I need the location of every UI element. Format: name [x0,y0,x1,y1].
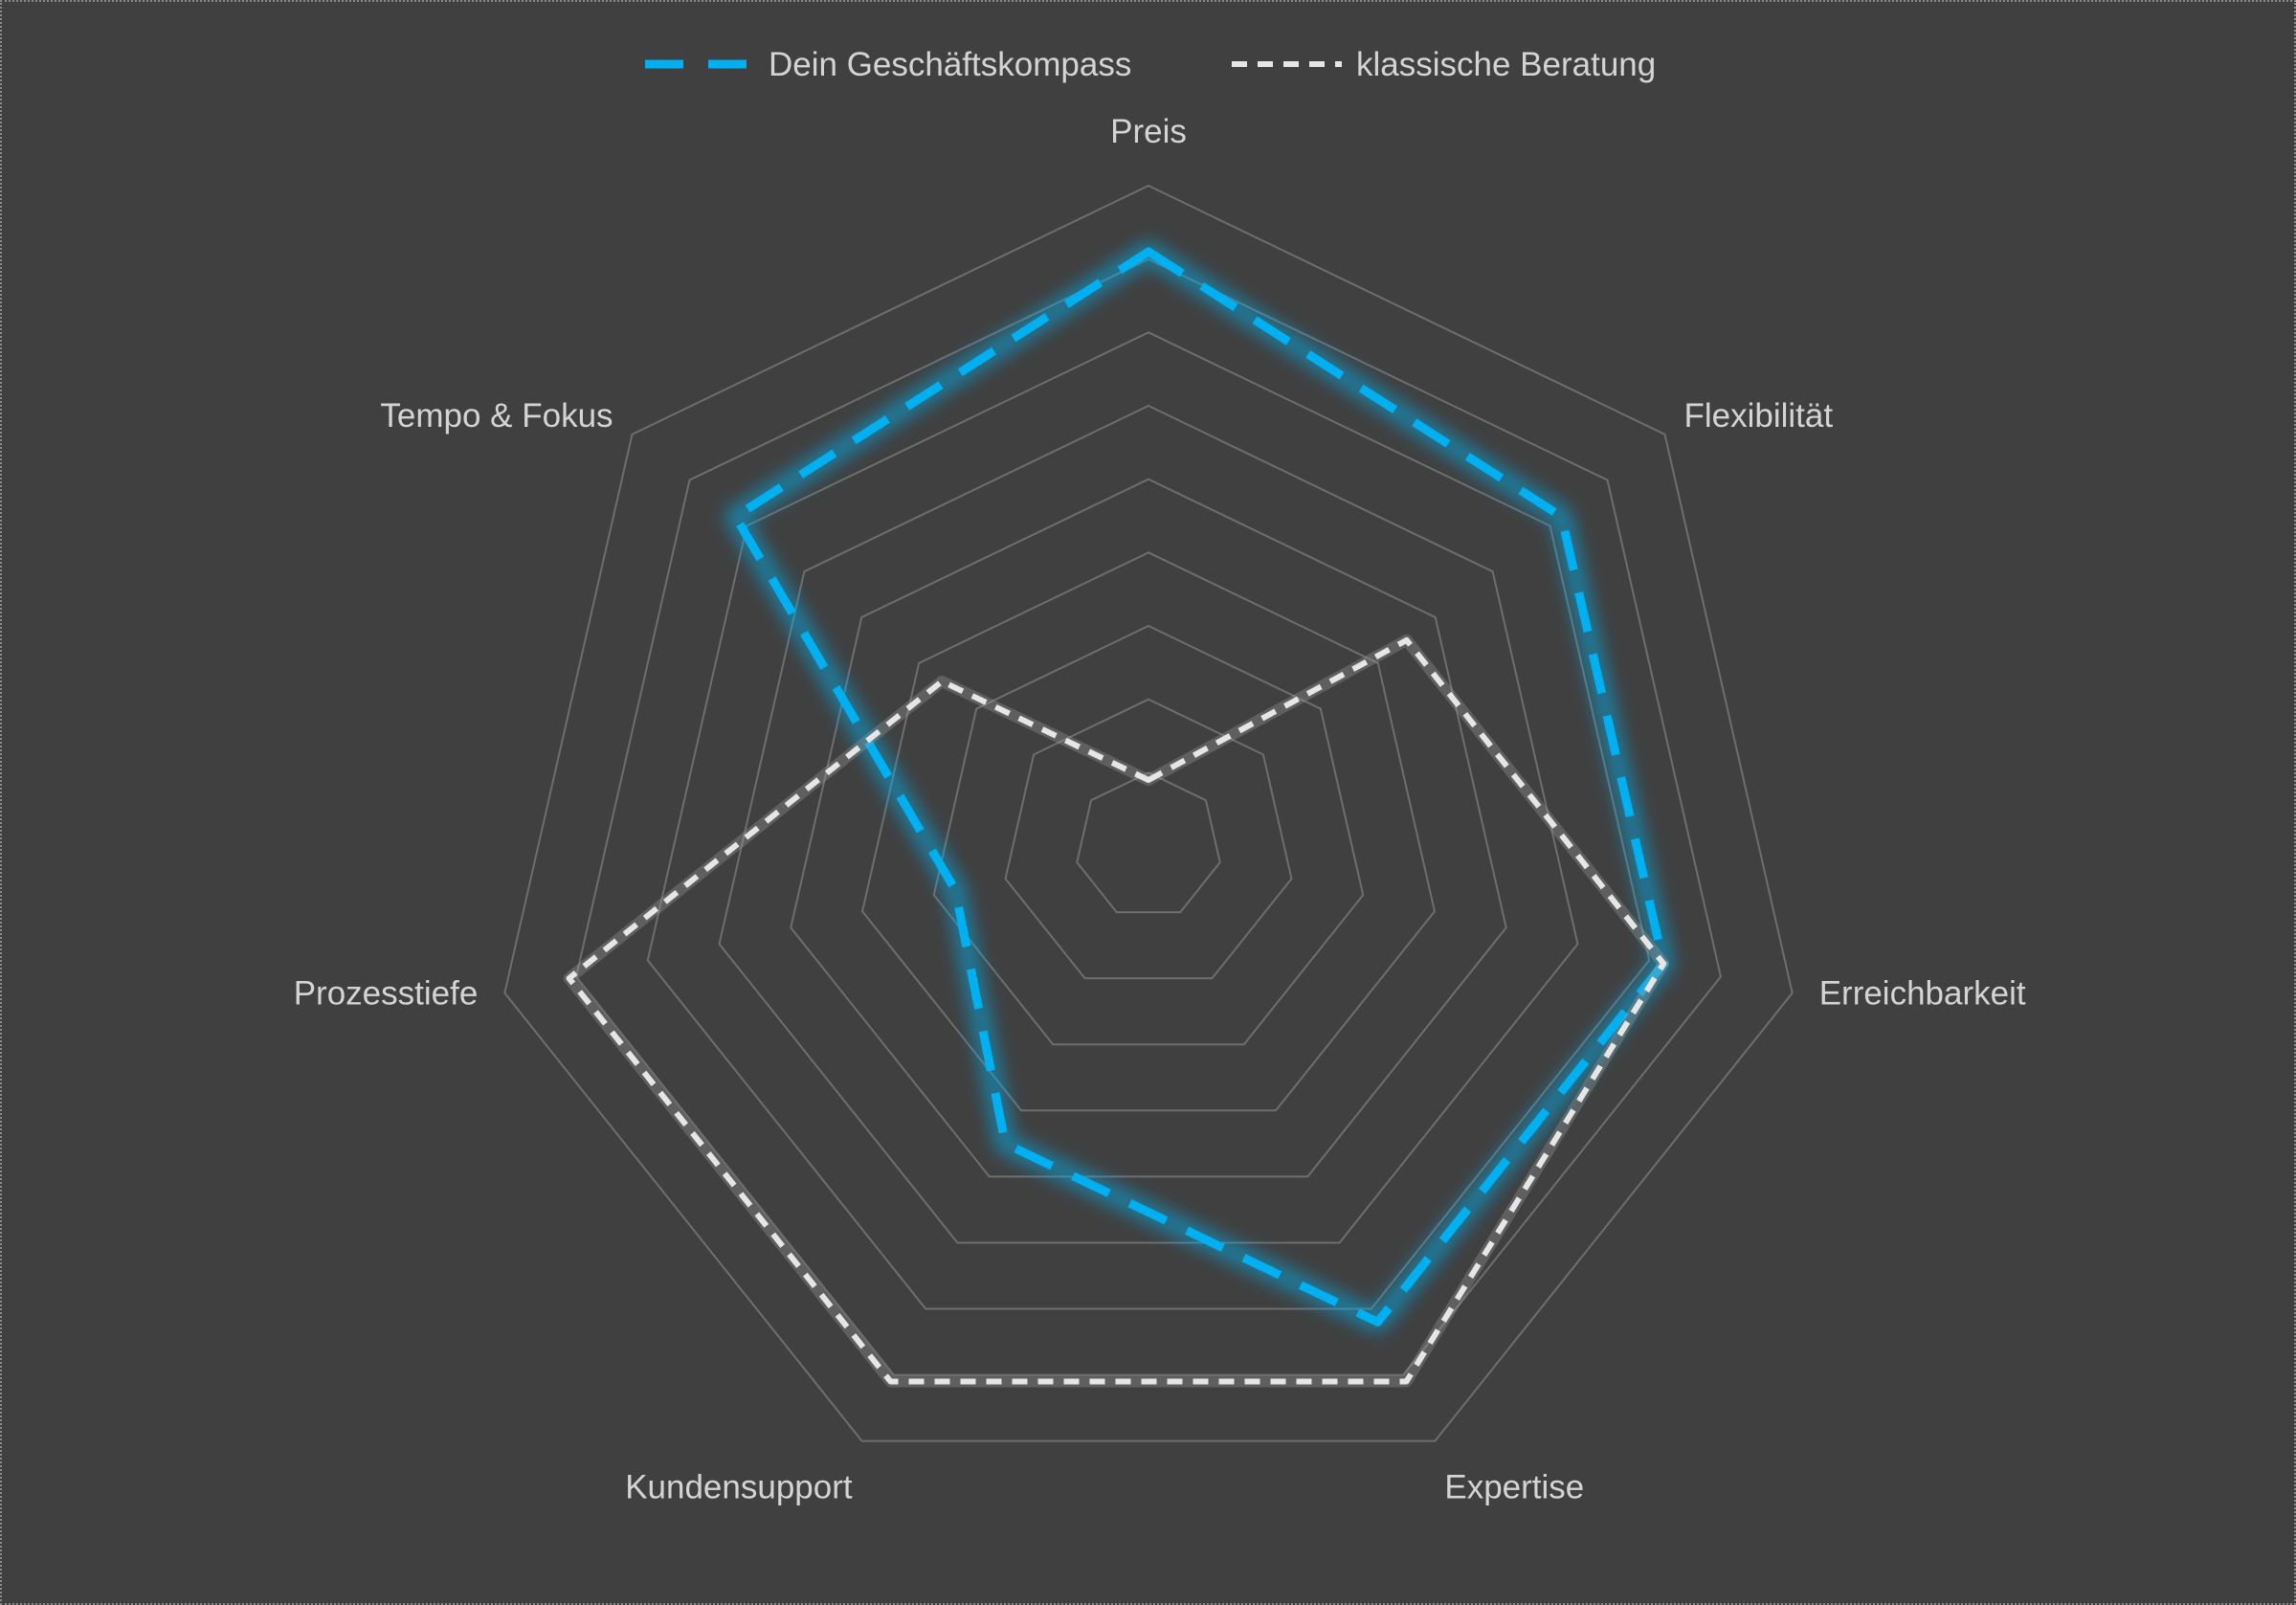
grid-ring [718,404,1579,1244]
axis-labels: Preis Flexibilität Erreichbarkeit Expertise… [294,113,2026,1506]
grid-ring [646,331,1651,1310]
grid-ring [503,184,1794,1442]
legend: Dein Geschäftskompass klassische Beratung [645,46,1656,83]
grid-ring [1076,771,1221,914]
grid-ring [790,478,1507,1178]
axis-label-flexibilitaet: Flexibilität [1683,397,1833,435]
grid-ring [1004,698,1293,980]
legend-item-dein-geschaeftskompass: Dein Geschäftskompass [645,46,1131,83]
axis-label-kundensupport: Kundensupport [625,1469,853,1506]
series-line [566,636,1667,1385]
legend-label: klassische Beratung [1356,46,1656,83]
series-klassische-beratung [563,634,1670,1388]
legend-label: Dein Geschäftskompass [769,46,1131,83]
series-dein-geschaeftskompass [724,241,1675,1333]
series-line [730,247,1668,1326]
axis-label-preis: Preis [1110,113,1187,150]
axis-label-expertise: Expertise [1444,1469,1584,1506]
axis-label-erreichbarkeit: Erreichbarkeit [1819,975,2026,1013]
series-shadow [563,634,1670,1388]
axis-label-prozesstiefe: Prozesstiefe [294,975,479,1013]
axis-label-tempo-fokus: Tempo & Fokus [380,397,613,435]
grid-ring [932,624,1365,1046]
legend-item-klassische-beratung: klassische Beratung [1232,46,1656,83]
grid-ring [574,257,1723,1376]
radar-grid [503,184,1794,1442]
radar-series [563,241,1675,1388]
